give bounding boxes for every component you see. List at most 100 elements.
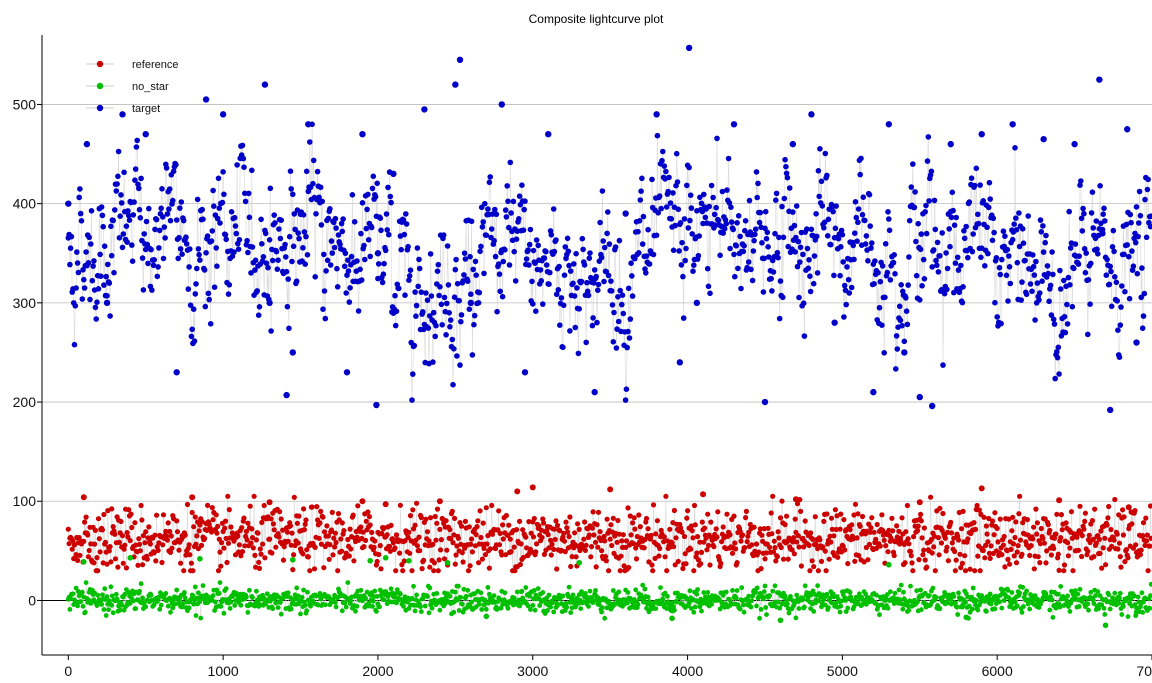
no_star-point xyxy=(255,599,261,605)
target-point xyxy=(240,155,247,162)
reference-point xyxy=(1125,555,1131,561)
reference-point xyxy=(154,512,160,518)
target-point xyxy=(912,189,918,195)
target-point xyxy=(915,220,921,227)
target-point xyxy=(300,212,307,218)
reference-point xyxy=(128,511,134,517)
reference-point xyxy=(1108,526,1114,533)
reference-point xyxy=(986,515,992,522)
target-point xyxy=(499,293,506,300)
reference-point xyxy=(1034,520,1040,526)
reference-point xyxy=(479,556,485,562)
target-point xyxy=(885,209,891,215)
target-point xyxy=(551,248,558,255)
target-point xyxy=(937,253,943,259)
reference-point xyxy=(1053,531,1059,537)
target-point xyxy=(629,273,635,279)
no_star-point xyxy=(692,604,698,610)
target-point xyxy=(653,232,660,239)
target-point xyxy=(628,260,634,267)
no_star-point xyxy=(75,603,80,609)
no_star-point xyxy=(377,604,382,610)
target-point xyxy=(619,301,625,308)
reference-point xyxy=(137,548,143,554)
target-point xyxy=(947,243,953,250)
reference-point xyxy=(311,566,318,572)
target-point xyxy=(343,290,350,296)
no_star-point xyxy=(95,592,101,598)
reference-point xyxy=(1106,503,1112,510)
target-point xyxy=(966,199,973,205)
no_star-point xyxy=(563,601,569,606)
target-point xyxy=(461,250,468,256)
target-point xyxy=(811,253,818,259)
reference-point xyxy=(465,568,472,574)
target-point xyxy=(1116,354,1123,361)
target-point xyxy=(443,332,449,338)
reference-point xyxy=(955,537,962,543)
reference-point xyxy=(497,530,503,537)
target-point xyxy=(547,269,553,276)
reference-point xyxy=(155,547,161,554)
target-point xyxy=(213,245,219,251)
target-point xyxy=(1121,251,1127,258)
target-point xyxy=(1081,210,1087,217)
reference-point xyxy=(775,529,781,535)
reference-point xyxy=(268,516,274,522)
target-point xyxy=(430,359,436,365)
reference-point xyxy=(514,488,521,495)
target-point xyxy=(685,44,693,52)
target-point xyxy=(67,245,74,251)
target-point xyxy=(831,272,837,279)
reference-point xyxy=(85,554,91,560)
no_star-point xyxy=(1148,593,1152,598)
target-point xyxy=(321,251,327,258)
no_star-point xyxy=(301,587,306,593)
reference-point xyxy=(653,531,659,537)
target-point xyxy=(189,326,195,333)
target-point xyxy=(594,319,600,326)
no_star-point xyxy=(514,589,520,595)
no_star-point xyxy=(877,612,882,618)
target-point xyxy=(1046,298,1052,305)
target-point xyxy=(946,226,952,232)
target-point xyxy=(1148,213,1152,219)
target-point xyxy=(1006,264,1013,270)
no_star-point xyxy=(1012,599,1018,605)
no_star-point xyxy=(232,603,238,608)
target-point xyxy=(590,315,596,321)
no_star-point xyxy=(302,602,308,608)
no_star-point xyxy=(640,582,646,588)
target-point xyxy=(1145,176,1151,183)
reference-point xyxy=(348,546,354,552)
target-point xyxy=(392,292,398,299)
reference-point xyxy=(1070,568,1076,574)
reference-point xyxy=(642,536,648,543)
target-point xyxy=(690,268,696,275)
reference-point xyxy=(778,544,784,551)
reference-point xyxy=(339,520,345,526)
reference-point xyxy=(694,550,700,556)
reference-point xyxy=(296,513,302,519)
reference-point xyxy=(287,523,294,529)
no_star-point xyxy=(749,598,755,604)
reference-point xyxy=(679,529,685,535)
reference-point xyxy=(183,552,189,558)
target-point xyxy=(830,208,836,215)
target-point xyxy=(540,301,546,307)
no_star-point xyxy=(1077,586,1083,592)
target-point xyxy=(996,264,1003,271)
target-point xyxy=(245,190,252,197)
reference-point xyxy=(1040,535,1046,542)
target-point xyxy=(917,297,923,303)
reference-point xyxy=(983,542,989,549)
target-point xyxy=(74,249,80,255)
no_star-point xyxy=(896,587,902,593)
no_star-point xyxy=(1057,604,1063,610)
no_star-point xyxy=(486,600,491,606)
no_star-point xyxy=(697,604,703,610)
reference-point xyxy=(99,527,105,533)
target-point xyxy=(167,217,174,224)
target-point xyxy=(564,235,571,242)
